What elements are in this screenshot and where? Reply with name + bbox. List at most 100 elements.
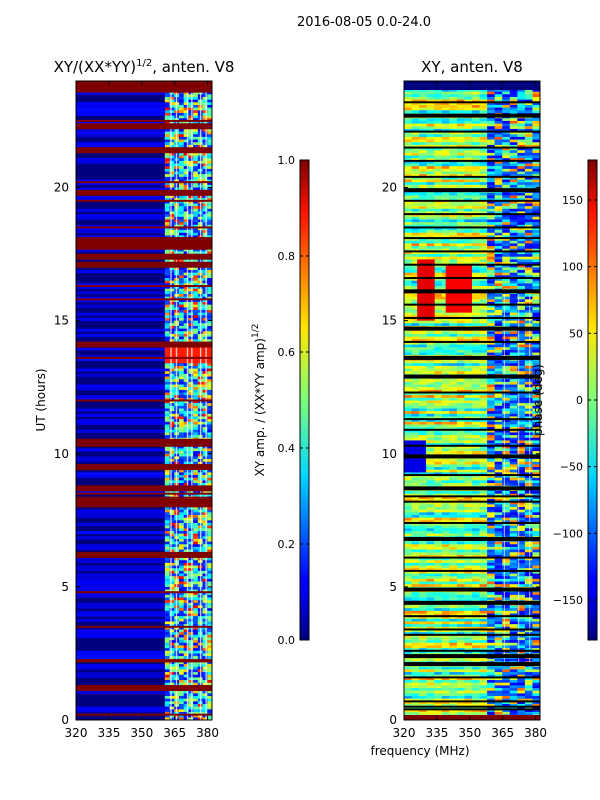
- heatmap-cell: [202, 427, 208, 431]
- heatmap-cell: [456, 88, 465, 93]
- heatmap-cell: [193, 134, 199, 138]
- heatmap-cell: [502, 403, 511, 407]
- heatmap-cell: [509, 421, 518, 425]
- heatmap-cell: [169, 656, 175, 660]
- heatmap-cell: [183, 560, 189, 564]
- heatmap-cell: [411, 176, 420, 180]
- heatmap-cell: [207, 637, 212, 641]
- heatmap-cell: [502, 384, 511, 388]
- heatmap-cell: [487, 275, 496, 279]
- heatmap-cell: [502, 267, 511, 271]
- heatmap-cell: [164, 674, 171, 678]
- heatmap-cell: [169, 453, 175, 457]
- heatmap-cell: [411, 203, 420, 207]
- heatmap-cell: [494, 163, 503, 167]
- heatmap-cell: [464, 312, 473, 316]
- heatmap-cell: [532, 363, 540, 367]
- heatmap-cell: [487, 94, 496, 98]
- heatmap-cell: [494, 168, 503, 172]
- heatmap-cell: [202, 469, 208, 473]
- heatmap-cell: [188, 475, 194, 479]
- heatmap-cell: [426, 336, 435, 340]
- heatmap-cell: [193, 286, 199, 290]
- heatmap-cell: [524, 139, 533, 143]
- heatmap-cell: [164, 538, 171, 543]
- heatmap-cell: [178, 392, 185, 396]
- heatmap-cell: [207, 693, 212, 697]
- heatmap-cell: [532, 131, 540, 135]
- heatmap-cell: [404, 246, 413, 250]
- heatmap-cell: [202, 669, 208, 673]
- heatmap-cell: [202, 424, 208, 428]
- heatmap-cell: [532, 368, 540, 372]
- heatmap-cell: [479, 168, 488, 172]
- heatmap-cell: [202, 712, 208, 716]
- heatmap-cell: [532, 267, 540, 271]
- heatmap-cell: [502, 126, 511, 130]
- heatmap-cell: [169, 235, 175, 239]
- heatmap-cell: [479, 131, 488, 135]
- heatmap-cell: [502, 392, 511, 396]
- heatmap-cell: [183, 296, 189, 300]
- heatmap-cell: [456, 104, 465, 109]
- flagged-row: [76, 713, 212, 716]
- heatmap-cell: [494, 128, 503, 132]
- heatmap-cell: [411, 427, 420, 431]
- heatmap-cell: [449, 160, 458, 164]
- heatmap-cell: [494, 413, 503, 417]
- heatmap-cell: [532, 147, 540, 151]
- heatmap-cell: [479, 339, 488, 343]
- heatmap-cell: [183, 664, 189, 668]
- heatmap-cell: [456, 238, 465, 242]
- heatmap-cell: [502, 347, 511, 351]
- heatmap-cell: [532, 224, 540, 228]
- heatmap-cell: [178, 152, 185, 156]
- heatmap-cell: [426, 347, 435, 351]
- heatmap-cell: [487, 176, 496, 180]
- heatmap-cell: [178, 222, 185, 226]
- heatmap-cell: [524, 200, 533, 204]
- heatmap-cell: [411, 317, 420, 322]
- heatmap-cell: [164, 541, 171, 545]
- heatmap-cell: [509, 227, 518, 231]
- heatmap-cell: [426, 238, 435, 242]
- heatmap-cell: [164, 387, 171, 391]
- heatmap-cell: [434, 102, 443, 106]
- heatmap-cell: [202, 304, 208, 308]
- heatmap-cell: [193, 317, 199, 322]
- heatmap-cell: [178, 682, 185, 686]
- heatmap-cell: [532, 102, 540, 106]
- heatmap-cell: [449, 352, 458, 356]
- heatmap-cell: [188, 637, 194, 641]
- heatmap-cell: [524, 368, 533, 372]
- heatmap-cell: [419, 363, 428, 367]
- heatmap-cell: [532, 413, 540, 417]
- heatmap-cell: [202, 637, 208, 641]
- heatmap-cell: [517, 413, 526, 417]
- heatmap-cell: [479, 174, 488, 178]
- heatmap-cell: [164, 99, 171, 103]
- heatmap-cell: [202, 134, 208, 138]
- heatmap-cell: [169, 592, 175, 596]
- heatmap-cell: [178, 379, 185, 383]
- heatmap-cell: [441, 174, 450, 178]
- heatmap-cell: [487, 304, 496, 308]
- heatmap-cell: [487, 278, 496, 282]
- heatmap-cell: [202, 259, 208, 263]
- heatmap-cell: [532, 152, 540, 156]
- heatmap-cell: [472, 203, 481, 207]
- heatmap-cell: [532, 219, 540, 223]
- heatmap-cell: [494, 139, 503, 143]
- heatmap-cell: [509, 408, 518, 412]
- heatmap-cell: [76, 656, 165, 660]
- heatmap-cell: [202, 621, 208, 625]
- heatmap-cell: [524, 296, 533, 300]
- heatmap-cell: [509, 118, 518, 122]
- heatmap-cell: [434, 304, 443, 308]
- heatmap-cell: [207, 333, 212, 337]
- heatmap-cell: [202, 267, 208, 271]
- heatmap-cell: [169, 541, 175, 545]
- heatmap-cell: [188, 368, 194, 372]
- heatmap-cell: [178, 248, 185, 252]
- heatmap-cell: [487, 160, 496, 164]
